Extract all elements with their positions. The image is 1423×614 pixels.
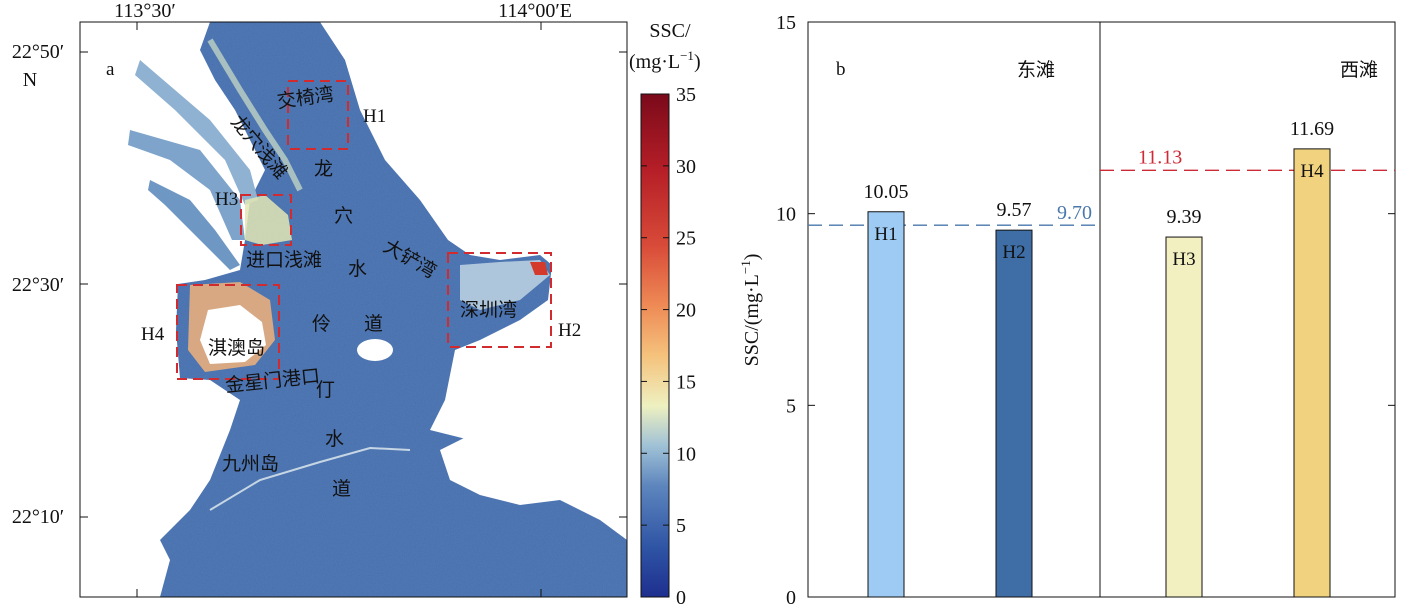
- bar-category-label: H4: [1300, 161, 1324, 182]
- bar-value-label: 11.69: [1290, 118, 1334, 140]
- west-channel-1: [135, 60, 258, 205]
- bar-h4: [1293, 148, 1331, 598]
- mid-island: [357, 339, 393, 361]
- bar-value-label: 9.57: [997, 199, 1032, 221]
- y-axis-label: SSC/(mg·L−1): [738, 254, 763, 367]
- bar-value-label: 10.05: [864, 181, 909, 203]
- box-label-h2: H2: [558, 320, 581, 341]
- panel-b-chart: b 东滩 西滩 SSC/(mg·L−1) 0 5 10 15 9.70 11.13 10…: [738, 12, 1396, 609]
- place-jinkou-shoal: 进口浅滩: [246, 249, 322, 271]
- lon-tick-label-2: 114°00′E: [498, 0, 572, 22]
- y-ticks: 0 5 10 15: [776, 12, 1395, 609]
- coastal-edge-north: [207, 38, 303, 192]
- colorbar-title-line1: SSC/: [649, 20, 691, 42]
- place-qi-ao-island: 淇澳岛: [208, 337, 265, 359]
- panel-b-label: b: [836, 59, 846, 80]
- lantau-land: [440, 420, 627, 505]
- islet-2: [470, 375, 500, 400]
- colorbar-tick-label: 0: [676, 587, 686, 609]
- y-axis-label-main: SSC/(mg·L: [741, 274, 763, 366]
- bar-category-label: H3: [1172, 249, 1195, 270]
- region-box-h4: [176, 284, 280, 380]
- colorbar-tick-label: 30: [676, 156, 696, 178]
- box-label-h3: H3: [215, 189, 238, 210]
- turbid-shoal-h3: [245, 195, 292, 245]
- colorbar-title-close: ): [694, 51, 701, 73]
- y-tick-label: 15: [776, 12, 796, 34]
- shipping-channel: [209, 446, 411, 511]
- group-label-east: 东滩: [1017, 59, 1055, 81]
- mean-label-east: 9.70: [1057, 202, 1092, 224]
- channel-char-lingding-2: 仃: [316, 379, 335, 401]
- lon-tick-label-1: 113°30′: [114, 0, 176, 22]
- group-label-west: 西滩: [1340, 59, 1378, 81]
- lat-tick-label-3: 22°10′: [12, 506, 64, 528]
- y-axis-label-close: ): [741, 254, 763, 261]
- box-label-h4: H4: [141, 324, 165, 345]
- colorbar-gradient: [640, 93, 670, 598]
- colorbar-title-exp: −1: [680, 48, 694, 63]
- channel-char-longxue-4: 道: [364, 313, 383, 335]
- channel-char-lingding-4: 道: [332, 478, 351, 500]
- channel-char-lingding-3: 水: [325, 428, 344, 450]
- y-tick-label: 10: [776, 204, 796, 226]
- southwest-land: [80, 500, 170, 597]
- north-label: N: [23, 69, 37, 91]
- colorbar-tick-label: 10: [676, 443, 696, 465]
- west-channel-2: [128, 130, 245, 240]
- bar-category-label: H2: [1002, 242, 1025, 263]
- channel-char-longxue-2: 穴: [334, 205, 353, 227]
- colorbar-ticks: 35 30 25 20 15 10 5 0: [641, 84, 696, 609]
- place-shenzhen-bay: 深圳湾: [460, 299, 517, 321]
- panel-a-map: 113°30′ 114°00′E 22°50′ N 22°30′ 22°10′ …: [12, 0, 628, 598]
- channel-char-longxue-1: 龙: [314, 158, 333, 180]
- y-axis-label-exp: −1: [738, 260, 753, 274]
- colorbar-tick-label: 25: [676, 228, 696, 250]
- turbid-shenzhen-bay: [460, 260, 550, 310]
- lat-tick-label-2: 22°30′: [12, 274, 64, 296]
- colorbar-tick-label: 35: [676, 84, 696, 106]
- colorbar: SSC/ (mg·L−1) 35 30 25 20 15 10 5 0: [629, 20, 701, 609]
- west-channel-3: [148, 180, 240, 270]
- map-frame: [79, 21, 628, 598]
- y-tick-label: 0: [786, 587, 796, 609]
- channel-char-longxue-3: 水: [348, 258, 367, 280]
- y-tick-label: 5: [786, 395, 796, 417]
- bar-h3: [1165, 236, 1203, 598]
- islet-1: [520, 380, 590, 420]
- region-box-h2: [447, 252, 552, 348]
- place-jiuzhou-island: 九州岛: [222, 453, 279, 475]
- colorbar-title-main: (mg·L: [629, 51, 680, 73]
- colorbar-tick-label: 5: [676, 515, 686, 537]
- turbid-shenzhen-head: [530, 262, 548, 275]
- box-label-h1: H1: [363, 106, 386, 127]
- mean-label-west: 11.13: [1138, 146, 1182, 168]
- panel-a-label: a: [106, 59, 115, 80]
- colorbar-title-line2: (mg·L−1): [629, 48, 701, 73]
- colorbar-tick-label: 15: [676, 371, 696, 393]
- channel-char-lingding-1: 伶: [312, 313, 331, 335]
- qi-ao-island-land: [200, 305, 266, 364]
- region-box-h3: [240, 194, 292, 246]
- mean-lines: 9.70 11.13: [808, 146, 1395, 226]
- bar-value-label: 9.39: [1167, 206, 1202, 228]
- colorbar-tick-label: 20: [676, 300, 696, 322]
- bar-h2: [995, 229, 1033, 598]
- lat-tick-label-1: 22°50′: [12, 41, 64, 63]
- bar-category-label: H1: [874, 224, 897, 245]
- bar-h1: [867, 211, 905, 598]
- bars: 10.05 H1 9.57 H2 9.39 H3 11.69 H4: [864, 118, 1334, 598]
